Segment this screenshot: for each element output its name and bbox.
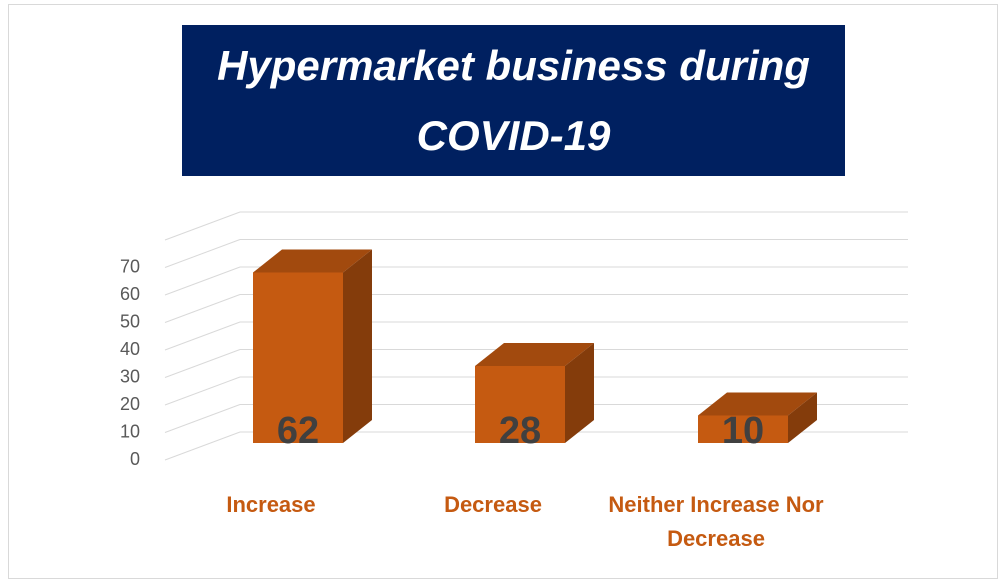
y-tick-label: 10 xyxy=(120,421,140,441)
y-tick-label: 30 xyxy=(120,366,140,386)
y-tick-label: 60 xyxy=(120,284,140,304)
bar xyxy=(253,272,343,443)
grid-line xyxy=(164,239,241,268)
wall-edge xyxy=(164,211,241,241)
bar-side xyxy=(565,343,594,443)
y-tick-label: 50 xyxy=(120,311,140,331)
y-tick-label: 20 xyxy=(120,394,140,414)
bar-side xyxy=(788,392,817,443)
grid-line xyxy=(164,431,241,461)
grid-line xyxy=(164,404,241,433)
y-tick-label: 40 xyxy=(120,339,140,359)
grid-line xyxy=(164,376,241,406)
grid-line xyxy=(164,321,241,351)
grid-line xyxy=(164,266,241,296)
bar xyxy=(698,415,788,443)
x-tick-label: Decrease xyxy=(444,492,542,517)
bar-top xyxy=(475,343,594,366)
bar-side xyxy=(343,249,372,443)
y-tick-label: 70 xyxy=(120,256,140,276)
chart-frame xyxy=(8,4,998,579)
bar xyxy=(475,366,565,443)
grid-line xyxy=(164,349,241,378)
value-label: 62 xyxy=(277,410,319,452)
chart-title: Hypermarket business during COVID-19 xyxy=(182,25,845,176)
bar-top xyxy=(253,249,372,273)
grid-line xyxy=(164,294,241,323)
value-label: 28 xyxy=(499,410,541,452)
bar-top xyxy=(698,392,817,416)
x-tick-label: Neither Increase Nor Decrease xyxy=(608,492,824,551)
value-label: 10 xyxy=(722,410,764,452)
y-tick-label: 0 xyxy=(130,449,140,469)
x-tick-label: Increase xyxy=(226,492,316,517)
